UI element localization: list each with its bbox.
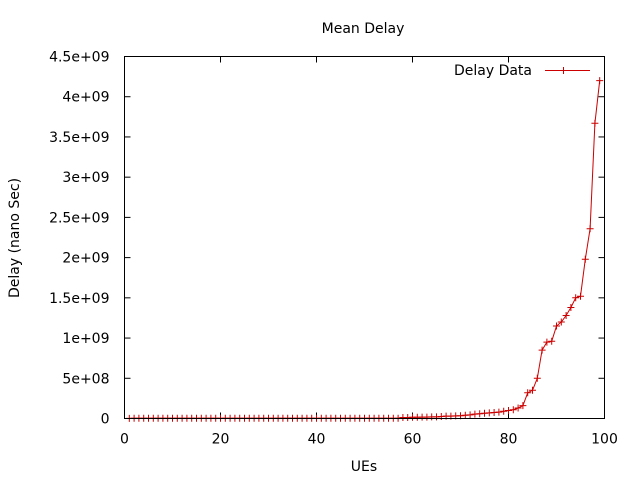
data-point-marker	[548, 337, 556, 345]
data-point-marker	[586, 225, 594, 233]
legend-marker-plus	[560, 67, 567, 74]
data-point-marker	[529, 386, 536, 394]
y-tick-label: 4.5e+09	[49, 50, 109, 66]
data-point-marker	[533, 374, 541, 382]
series-layer	[125, 77, 604, 422]
data-point-marker	[591, 119, 599, 127]
y-tick-label: 4e+09	[62, 90, 109, 106]
data-point-marker	[577, 292, 584, 300]
y-tick-label: 2.5e+09	[49, 210, 109, 226]
data-point-marker	[538, 346, 546, 354]
series-line-delay-data	[129, 80, 601, 419]
x-tick-label: 100	[591, 432, 618, 448]
data-point-marker	[543, 338, 551, 346]
data-point-marker	[596, 77, 604, 85]
data-point-marker	[466, 411, 474, 419]
y-tick-label: 3e+09	[62, 170, 109, 186]
legend: Delay Data	[454, 63, 590, 79]
data-point-marker	[572, 294, 580, 302]
plot-frame	[124, 56, 605, 419]
y-tick-label: 1e+09	[62, 331, 109, 347]
data-point-marker	[524, 389, 532, 397]
x-tick-label: 0	[120, 432, 129, 448]
y-tick-label: 2e+09	[62, 251, 109, 267]
data-point-marker	[562, 312, 570, 319]
data-point-marker	[557, 318, 565, 326]
data-point-marker	[500, 407, 508, 415]
y-tick-label: 0	[101, 412, 110, 428]
data-point-marker	[495, 408, 503, 416]
y-tick-label: 5e+08	[62, 371, 109, 387]
data-point-marker	[509, 406, 517, 414]
chart-title: Mean Delay	[322, 21, 405, 37]
data-point-marker	[581, 255, 589, 263]
y-tick-label: 3.5e+09	[49, 130, 109, 146]
x-tick-label: 40	[308, 432, 326, 448]
data-point-marker	[505, 407, 512, 414]
x-tick-label: 80	[500, 432, 518, 448]
y-tick-label: 1.5e+09	[49, 291, 109, 307]
x-axis-label: UEs	[351, 459, 377, 475]
x-tick-label: 60	[404, 432, 422, 448]
data-point-marker	[519, 402, 527, 410]
data-point-marker	[553, 322, 560, 330]
x-tick-label: 20	[212, 432, 230, 448]
axis-ticks: 0 20 40 60 80 100 0 5e+08 1e+09 1.5e+09 2e+09 2.5e+…	[49, 50, 618, 448]
legend-label-delay-data: Delay Data	[454, 63, 532, 79]
data-point-marker	[567, 304, 575, 311]
y-axis-label: Delay (nano Sec)	[7, 178, 23, 298]
data-point-marker	[514, 404, 522, 412]
